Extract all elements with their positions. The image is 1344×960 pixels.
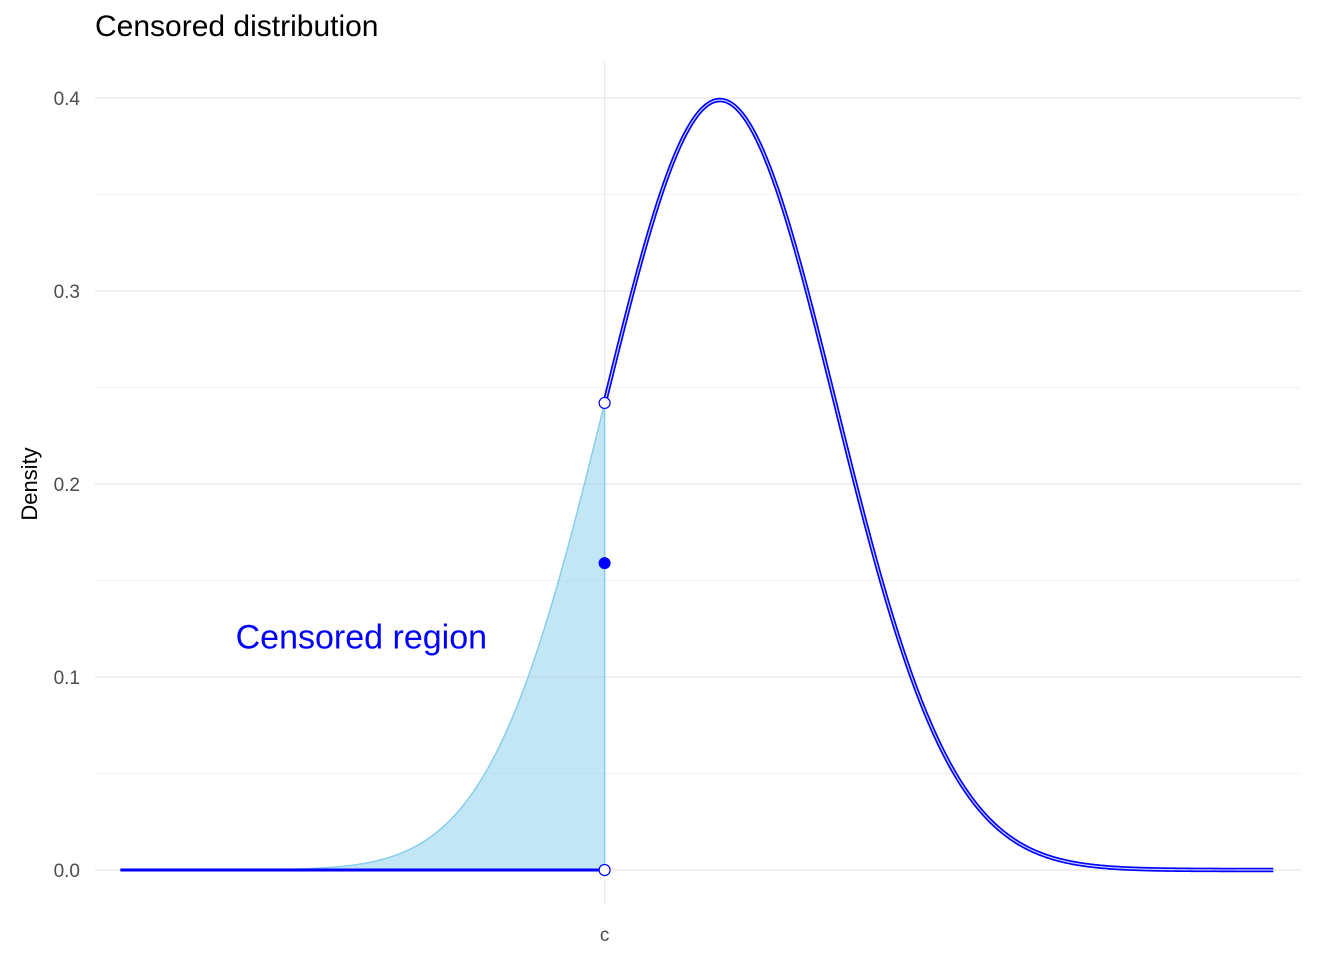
x-tick-label: c	[600, 925, 610, 946]
point-filled	[598, 557, 611, 570]
y-tick-label: 0.1	[54, 668, 80, 689]
point-open	[598, 863, 611, 877]
y-tick-label: 0.0	[54, 861, 80, 882]
chart-title: Censored distribution	[95, 10, 379, 43]
censored-region-annotation: Censored region	[236, 618, 487, 656]
marker-points	[598, 396, 611, 877]
density-curve-outline	[602, 97, 1274, 873]
point-open	[598, 396, 611, 410]
x-axis-ticks: c	[600, 925, 610, 946]
density-lines	[120, 97, 1274, 873]
y-tick-label: 0.4	[54, 89, 81, 110]
y-tick-label: 0.3	[54, 282, 80, 303]
grid-lines	[95, 62, 1301, 905]
density-curve-inner	[604, 99, 1274, 871]
y-axis-ticks: 0.0 0.1 0.2 0.3 0.4	[54, 89, 81, 882]
y-axis-label: Density	[17, 447, 42, 520]
y-tick-label: 0.2	[54, 475, 80, 496]
